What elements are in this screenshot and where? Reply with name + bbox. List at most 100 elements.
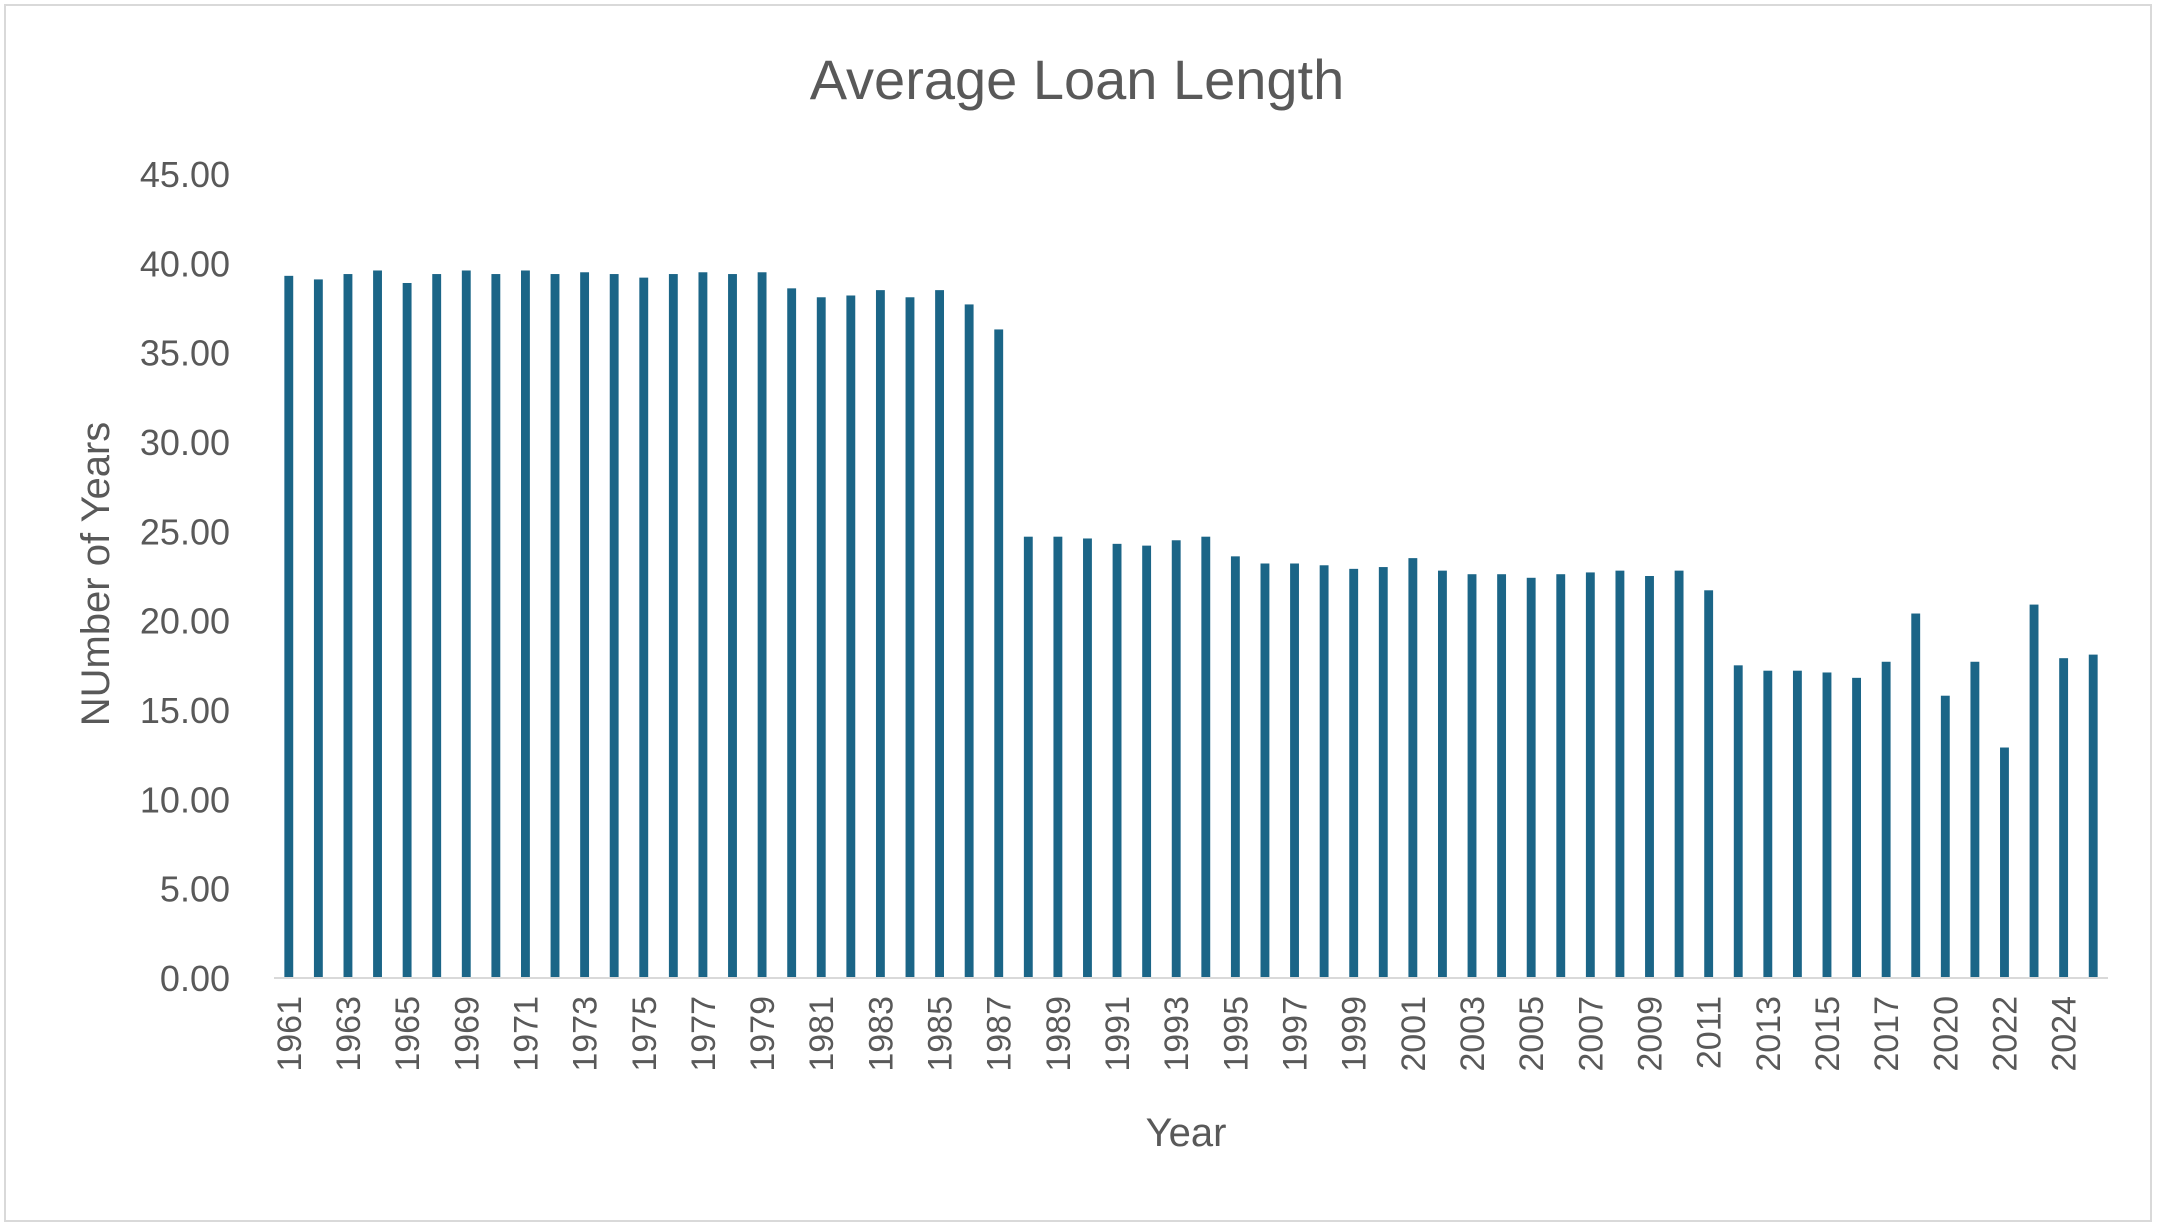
y-tick-label: 15.00 [140, 690, 230, 731]
bar [1852, 677, 1862, 978]
x-tick-label: 2003 [1454, 996, 1492, 1072]
bar [313, 279, 323, 978]
x-tick-label: 2022 [1986, 996, 2024, 1072]
bar [1142, 545, 1152, 978]
bar [1171, 540, 1181, 978]
bar [1615, 570, 1625, 978]
bar [757, 272, 767, 978]
x-tick-label: 2007 [1572, 996, 1610, 1072]
chart-frame: Average Loan Length 0.00 5.00 10.00 15.00 20… [4, 4, 2152, 1222]
y-axis-title: NUmber of Years [74, 422, 118, 727]
x-tick-label: 1987 [981, 996, 1019, 1072]
chart-title: Average Loan Length [810, 48, 1345, 111]
bar [668, 274, 678, 978]
y-tick-label: 0.00 [160, 958, 230, 999]
x-tick-label: 2013 [1750, 996, 1788, 1072]
bar [343, 274, 353, 978]
bar [1201, 536, 1211, 978]
bar [1645, 576, 1654, 978]
x-tick-label: 1979 [744, 996, 782, 1072]
bar [2059, 658, 2069, 978]
bar [432, 274, 442, 978]
bar [1112, 543, 1122, 978]
x-tick-label: 1989 [1040, 996, 1078, 1072]
bar [1378, 567, 1388, 978]
bar [284, 275, 294, 979]
bar [1556, 574, 1566, 978]
bar [816, 297, 826, 978]
bar [1349, 568, 1359, 978]
bar [550, 274, 560, 978]
bar [609, 274, 619, 978]
bar [1467, 574, 1477, 978]
chart: Average Loan Length 0.00 5.00 10.00 15.00 20… [74, 48, 2108, 1155]
bar [402, 282, 412, 978]
bar [2029, 604, 2039, 978]
x-tick-label: 2001 [1395, 996, 1433, 1072]
bar [1970, 661, 1980, 978]
y-tick-label: 20.00 [140, 601, 230, 642]
bar [1733, 665, 1743, 978]
y-axis-ticks: 0.00 5.00 10.00 15.00 20.00 25.00 30.00 35.00 40… [140, 154, 230, 999]
bar [1230, 556, 1240, 978]
bar [373, 270, 382, 979]
bar [1674, 570, 1684, 978]
x-tick-label: 1973 [567, 996, 605, 1072]
x-tick-label: 1971 [507, 996, 545, 1072]
bar [520, 270, 530, 979]
bar [1408, 558, 1418, 978]
y-tick-label: 10.00 [140, 779, 230, 820]
x-tick-label: 1991 [1099, 996, 1137, 1072]
bar [1526, 577, 1536, 978]
x-tick-label: 2011 [1691, 996, 1729, 1069]
bar [1437, 570, 1447, 978]
bar [580, 272, 590, 978]
bar [698, 272, 708, 978]
x-tick-label: 1983 [862, 996, 900, 1072]
bar [1792, 670, 1802, 978]
x-tick-label: 2017 [1868, 996, 1906, 1072]
bar [1497, 574, 1507, 978]
x-tick-label: 1961 [271, 996, 309, 1072]
bar [1763, 670, 1773, 978]
bar [1704, 590, 1714, 978]
bars [284, 270, 2098, 979]
bar [2000, 747, 2009, 978]
bar [787, 288, 797, 978]
bar [1881, 661, 1891, 978]
x-tick-label: 1977 [685, 996, 723, 1072]
x-tick-label: 1965 [389, 996, 427, 1072]
bar [1911, 613, 1921, 978]
bar [728, 274, 737, 978]
bar [1053, 536, 1063, 978]
x-tick-label: 1975 [626, 996, 664, 1072]
bar [639, 277, 649, 978]
x-tick-label: 1995 [1217, 996, 1255, 1072]
bar [491, 274, 501, 978]
y-tick-label: 45.00 [140, 154, 230, 195]
bar [935, 290, 945, 979]
bar [461, 270, 471, 979]
x-tick-label: 2005 [1513, 996, 1551, 1072]
bar [1940, 695, 1950, 978]
bar [1083, 538, 1092, 978]
x-tick-label: 1969 [448, 996, 486, 1072]
bar [875, 290, 885, 979]
x-tick-label: 1963 [330, 996, 368, 1072]
bar [964, 304, 974, 979]
bar [2088, 654, 2098, 978]
x-tick-label: 2009 [1632, 996, 1670, 1072]
bar [1319, 565, 1329, 978]
x-tick-label: 1997 [1277, 996, 1315, 1072]
bar [1260, 563, 1270, 978]
y-tick-label: 35.00 [140, 333, 230, 374]
bar [1822, 672, 1832, 978]
bar [994, 329, 1004, 978]
bar [1023, 536, 1033, 978]
x-tick-label: 1985 [922, 996, 960, 1072]
bar [1585, 572, 1595, 978]
y-tick-label: 25.00 [140, 511, 230, 552]
bar [846, 295, 856, 978]
y-tick-label: 5.00 [160, 869, 230, 910]
x-tick-label: 2020 [1927, 996, 1965, 1072]
